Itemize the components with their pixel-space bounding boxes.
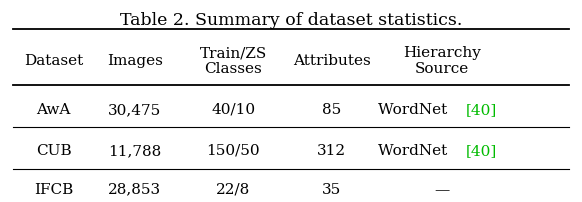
Text: 312: 312 [317,144,346,158]
Text: 85: 85 [322,103,341,117]
Text: Train/ZS
Classes: Train/ZS Classes [200,46,267,76]
Text: 28,853: 28,853 [108,183,161,197]
Text: AwA: AwA [36,103,70,117]
Text: 35: 35 [322,183,341,197]
Text: WordNet: WordNet [378,144,453,158]
Text: Hierarchy
Source: Hierarchy Source [403,46,481,76]
Text: —: — [434,183,449,197]
Text: Dataset: Dataset [24,54,83,68]
Text: 40/10: 40/10 [211,103,255,117]
Text: 11,788: 11,788 [108,144,161,158]
Text: CUB: CUB [36,144,72,158]
Text: [40]: [40] [466,103,496,117]
Text: [40]: [40] [466,144,496,158]
Text: Table 2. Summary of dataset statistics.: Table 2. Summary of dataset statistics. [120,12,462,29]
Text: 22/8: 22/8 [216,183,250,197]
Text: WordNet: WordNet [378,103,453,117]
Text: 30,475: 30,475 [108,103,161,117]
Text: 150/50: 150/50 [206,144,260,158]
Text: IFCB: IFCB [34,183,73,197]
Text: Attributes: Attributes [293,54,370,68]
Text: Images: Images [107,54,162,68]
